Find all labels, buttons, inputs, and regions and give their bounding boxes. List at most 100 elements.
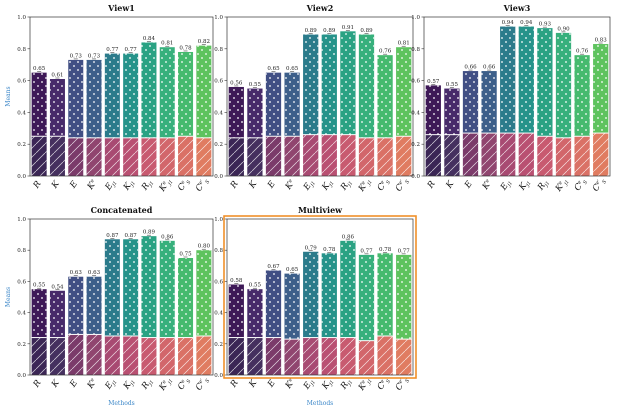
bar-lower-hatch (178, 337, 194, 375)
value-label: 0.77 (106, 47, 119, 53)
x-tick-label: CeS (573, 176, 590, 193)
y-tick-label: 0.2 (17, 142, 26, 148)
x-tick-label: Kej1 (553, 176, 571, 195)
x-tick-base: E (68, 378, 81, 390)
x-tick-base: K (49, 378, 62, 390)
bar-upper-dots (228, 86, 244, 138)
x-tick-sup: e (180, 378, 187, 384)
value-label: 0.86 (342, 234, 355, 240)
bar-lower-hatch (178, 136, 194, 176)
value-label: 0.55 (249, 82, 262, 88)
bar-upper-dots (265, 270, 282, 338)
x-tick-base: E (265, 179, 278, 191)
x-tick-base: R (228, 378, 241, 390)
x-tick-base: C (194, 182, 206, 193)
bar-lower-hatch (265, 337, 282, 375)
chart-title: View1 (107, 3, 135, 13)
chart-view3: View3 0.0 0.2 0.4 0.6 0.8 1.0 0.57 R 0.55 K 0.66 E 0.… (411, 3, 611, 195)
x-tick-base: C (573, 182, 585, 193)
bar-lower-hatch (593, 133, 609, 176)
x-tick-label: E (462, 179, 475, 191)
x-tick-sup: e (360, 180, 367, 186)
x-tick-label: Rj1 (139, 177, 155, 193)
bar-lower-hatch (377, 336, 393, 375)
value-label: 0.75 (179, 252, 192, 258)
bar-upper-dots (49, 290, 65, 338)
x-tick-sub: S (404, 179, 411, 186)
x-tick-label: R (228, 378, 241, 390)
y-tick-label: 0.6 (411, 79, 420, 85)
value-label: 0.77 (398, 248, 411, 254)
x-tick-sup: e (379, 179, 386, 185)
bar-upper-dots (178, 258, 194, 338)
bar-upper-dots (321, 34, 337, 135)
x-tick-sub: j1 (166, 378, 174, 386)
x-tick-sub: S (404, 378, 411, 385)
bar-upper-dots (593, 44, 609, 134)
bar-upper-dots (303, 251, 319, 338)
x-tick-label: Ke (283, 178, 297, 192)
bar-lower-hatch (141, 137, 157, 176)
value-label: 0.58 (230, 278, 243, 284)
x-tick-base: K (247, 179, 260, 191)
x-tick-label: CeS (176, 375, 193, 392)
value-label: 0.77 (125, 47, 138, 53)
bar-upper-dots (425, 85, 441, 135)
value-label: 0.65 (33, 66, 46, 72)
y-tick-label: 0.8 (214, 47, 223, 53)
x-tick-base: C (376, 381, 388, 392)
axes-frame (29, 218, 214, 376)
x-tick-label: Rj1 (535, 177, 551, 193)
chart-view2: View2 0.0 0.2 0.4 0.6 0.8 1.0 0.56 R 0.55 K 0.65 E 0.… (214, 3, 414, 194)
x-tick-sub: j1 (563, 179, 571, 187)
bar-upper-dots (518, 26, 534, 134)
x-tick-label: Ce'S (394, 176, 412, 194)
y-tick-label: 0.2 (214, 342, 223, 348)
bar-upper-dots (123, 53, 139, 138)
x-tick-sub: S (186, 179, 193, 186)
x-tick-label: K (444, 179, 457, 191)
bar-lower-hatch (462, 133, 479, 176)
x-tick-label: E (68, 179, 81, 191)
bar-upper-dots (358, 34, 375, 138)
bar-lower-hatch (321, 337, 337, 375)
x-tick-label: Ke (283, 377, 297, 391)
x-tick-label: Ce'S (394, 375, 412, 393)
x-tick-base: R (31, 378, 44, 390)
bar-upper-dots (228, 284, 244, 338)
chart-view1: View1 0.0 0.2 0.4 0.6 0.8 1.0 0.65 R 0.61 K 0.73 E 0.… (5, 3, 214, 194)
bar-lower-hatch (68, 334, 84, 375)
bar-lower-hatch (228, 337, 244, 375)
y-tick-label: 0.0 (214, 174, 223, 180)
x-tick-sub: j1 (506, 180, 514, 188)
bar-lower-hatch (49, 337, 65, 375)
bar-lower-hatch (141, 337, 157, 375)
y-tick-label: 0.4 (17, 311, 26, 317)
bar-lower-hatch (159, 137, 175, 176)
bar-lower-hatch (86, 137, 102, 176)
x-tick-sub: S (186, 378, 193, 385)
bar-upper-dots (321, 253, 337, 338)
x-tick-sub: j1 (166, 179, 174, 187)
x-tick-base: E (68, 179, 81, 191)
y-tick-label: 1.0 (214, 217, 223, 223)
bar-upper-dots (178, 51, 194, 137)
x-tick-label: Ej1 (498, 177, 514, 193)
bar-upper-dots (481, 71, 497, 134)
bar-lower-hatch (555, 137, 572, 176)
y-tick-label: 0.6 (214, 79, 223, 85)
value-label: 0.63 (88, 270, 101, 276)
x-tick-sub: j1 (309, 180, 317, 188)
x-tick-sub: j1 (328, 180, 336, 188)
bar-upper-dots (303, 34, 319, 135)
bar-upper-dots (159, 240, 175, 338)
y-tick-label: 0.6 (214, 279, 223, 285)
bar-lower-hatch (159, 337, 175, 375)
x-tick-label: R (31, 378, 44, 390)
chart-title: Concatenated (91, 205, 153, 215)
x-tick-sub: j1 (346, 180, 354, 188)
chart-title: View3 (503, 3, 531, 13)
x-tick-base: R (425, 179, 438, 191)
chart-title: View2 (306, 3, 334, 13)
value-label: 0.65 (267, 66, 280, 72)
